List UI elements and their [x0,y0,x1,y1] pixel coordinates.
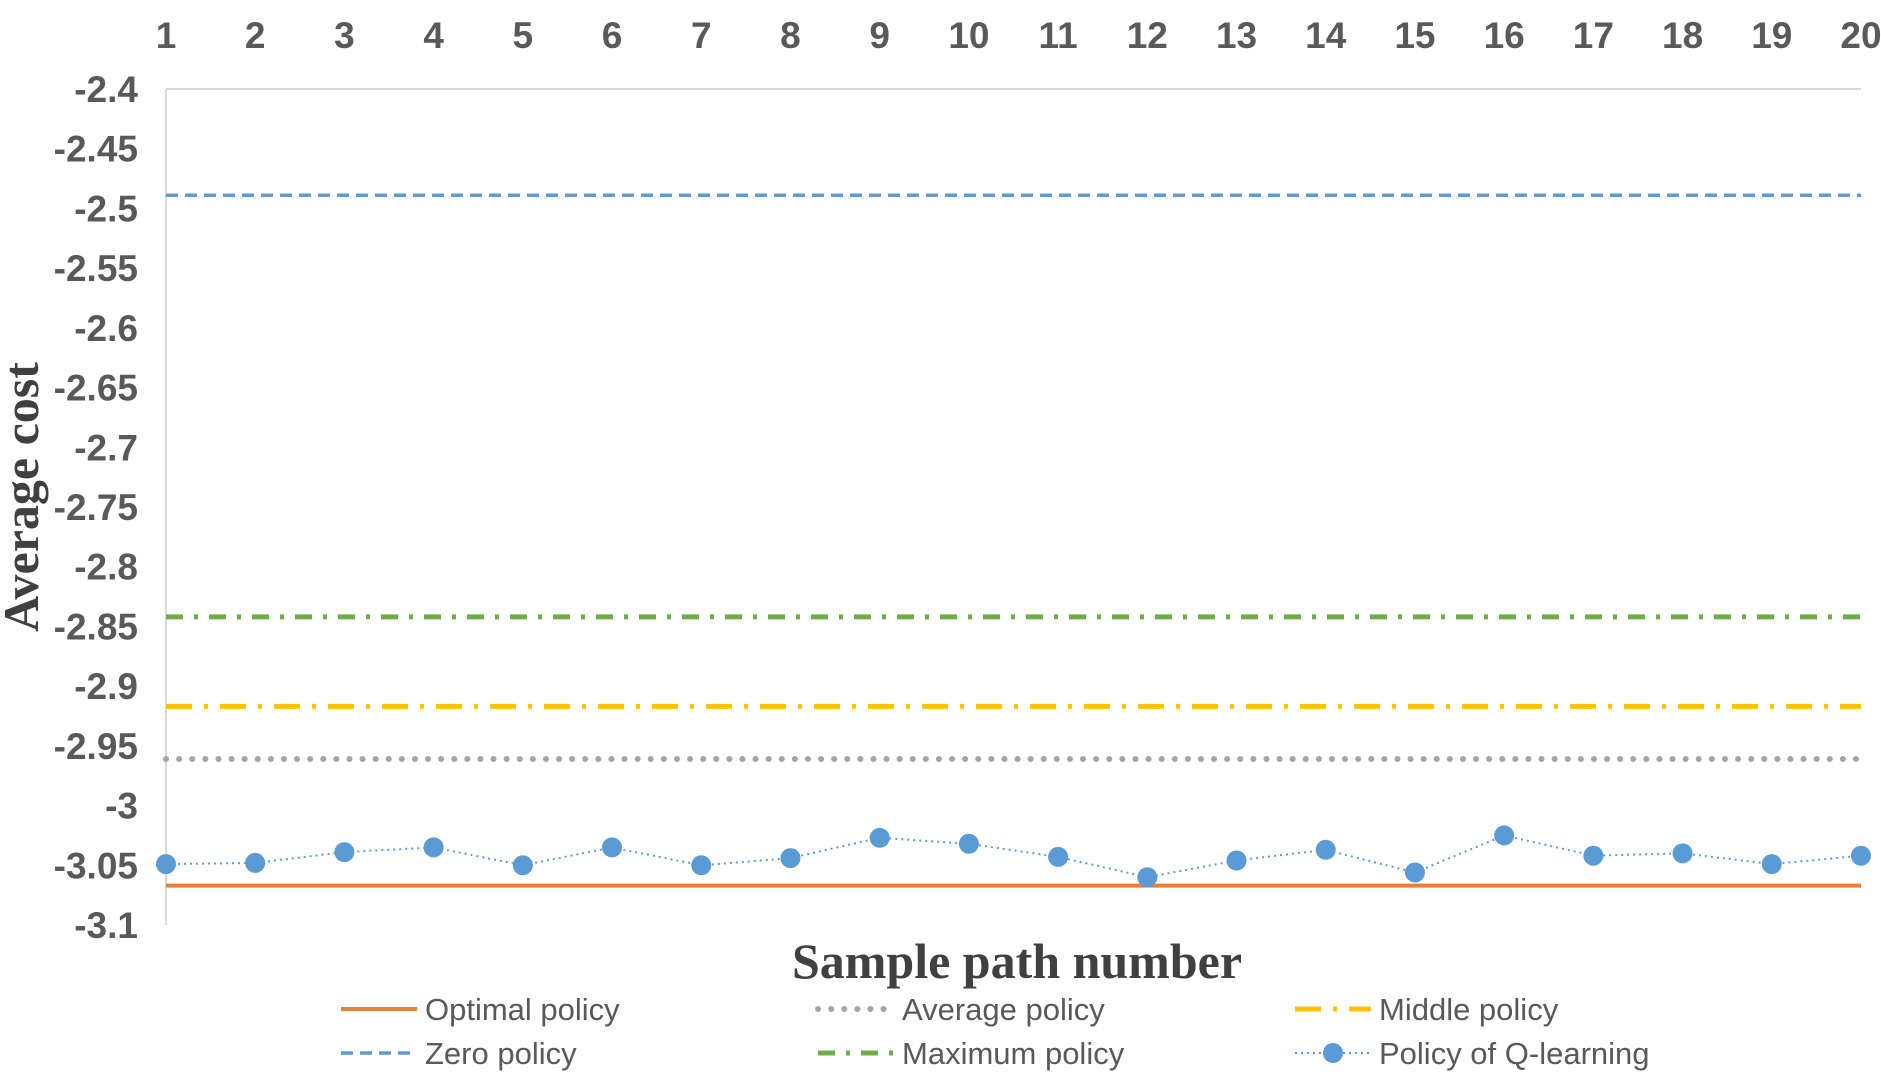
legend-label: Maximum policy [902,1036,1125,1071]
x-tick-label: 16 [1484,15,1525,56]
series-line-policy-of-q-learning [165,834,1862,879]
data-point [958,833,979,854]
legend-item-middle-policy: Middle policy [1295,992,1559,1027]
x-tick-label: 3 [334,15,355,56]
data-point [423,837,444,858]
x-tick-label: 5 [513,15,534,56]
legend-label: Zero policy [425,1036,577,1071]
x-axis-title: Sample path number [792,933,1242,989]
series-policy-of-q-learning [156,825,1871,888]
data-point [512,855,533,876]
y-tick-label: -3 [105,786,138,827]
y-tick-label: -2.7 [74,427,138,468]
data-point [869,827,890,848]
data-point [1137,867,1158,888]
data-point [1226,850,1247,871]
y-tick-label: -2.85 [54,606,138,647]
x-tick-label: 8 [780,15,801,56]
x-tick-labels: 1 2 3 4 5 6 7 8 9 10 11 12 13 14 15 16 17 18 19 20 [156,15,1881,56]
legend-label: Policy of Q-learning [1379,1036,1650,1071]
data-point [1761,854,1782,875]
x-tick-label: 2 [245,15,266,56]
x-tick-label: 9 [869,15,890,56]
data-point [691,855,712,876]
x-tick-label: 10 [948,15,989,56]
y-tick-label: -2.5 [74,188,138,229]
legend-item-average-policy: Average policy [815,992,1105,1027]
y-tick-label: -2.4 [74,69,138,110]
y-tick-label: -2.55 [54,248,138,289]
y-tick-label: -2.95 [54,726,138,767]
y-tick-labels: -2.4 -2.45 -2.5 -2.55 -2.6 -2.65 -2.7 -2.75 -2.8… [54,69,139,946]
legend-item-policy-of-q-learning: Policy of Q-learning [1295,1036,1650,1071]
y-tick-label: -2.9 [74,666,138,707]
y-tick-label: -2.8 [74,547,138,588]
x-tick-label: 11 [1039,15,1078,56]
legend-item-optimal-policy: Optimal policy [341,992,620,1027]
legend-label: Optimal policy [425,992,620,1027]
x-tick-label: 7 [691,15,712,56]
y-axis-title: Average cost [0,362,49,632]
data-point [1048,846,1069,867]
data-point [602,837,623,858]
y-tick-label: -3.05 [54,845,138,886]
x-tick-label: 13 [1216,15,1257,56]
x-tick-label: 17 [1573,15,1614,56]
legend-marker [1323,1043,1343,1063]
x-tick-label: 15 [1394,15,1435,56]
y-tick-label: -2.6 [74,308,138,349]
data-point [156,854,176,875]
legend-item-maximum-policy: Maximum policy [818,1036,1125,1071]
legend-label: Average policy [902,992,1105,1027]
x-tick-label: 6 [602,15,623,56]
x-tick-label: 20 [1840,15,1881,56]
x-tick-label: 14 [1305,15,1347,56]
x-tick-label: 12 [1127,15,1168,56]
y-tick-label: -2.65 [54,368,138,409]
data-point [1851,845,1871,866]
y-tick-label: -2.45 [54,129,138,170]
data-point [1672,843,1693,864]
data-point [1494,825,1515,846]
legend-label: Middle policy [1379,992,1559,1027]
data-point [780,848,801,869]
series-group [156,193,1871,888]
data-point [334,842,355,863]
x-tick-label: 19 [1751,15,1792,56]
x-tick-label: 1 [156,15,177,56]
x-tick-label: 18 [1662,15,1703,56]
legend-item-zero-policy: Zero policy [341,1036,577,1071]
data-point [1583,845,1604,866]
legend: Optimal policy Average policy Middle polic… [341,992,1650,1071]
data-point [1315,839,1336,860]
y-tick-label: -3.1 [74,905,138,946]
x-tick-label: 4 [423,15,444,56]
y-tick-label: -2.75 [54,487,138,528]
data-point [1404,862,1425,883]
data-point [245,852,266,873]
